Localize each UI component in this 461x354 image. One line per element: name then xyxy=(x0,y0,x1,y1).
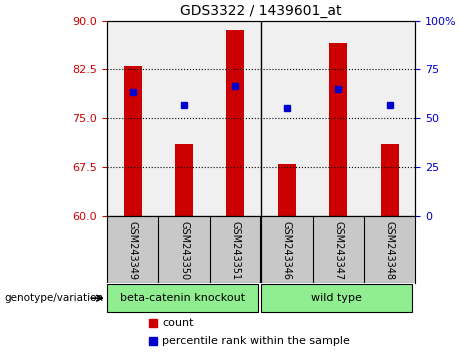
Text: beta-catenin knockout: beta-catenin knockout xyxy=(120,293,245,303)
Text: GSM243350: GSM243350 xyxy=(179,221,189,280)
Title: GDS3322 / 1439601_at: GDS3322 / 1439601_at xyxy=(180,4,342,18)
Text: percentile rank within the sample: percentile rank within the sample xyxy=(162,336,350,346)
Text: GSM243346: GSM243346 xyxy=(282,221,292,280)
Bar xyxy=(124,66,142,216)
Bar xyxy=(175,144,193,216)
Text: GSM243349: GSM243349 xyxy=(128,221,137,280)
Text: GSM243351: GSM243351 xyxy=(230,221,241,280)
Bar xyxy=(329,44,347,216)
Text: GSM243348: GSM243348 xyxy=(385,221,395,280)
FancyBboxPatch shape xyxy=(261,284,413,312)
Text: genotype/variation: genotype/variation xyxy=(5,293,104,303)
Text: wild type: wild type xyxy=(311,293,362,303)
Text: GSM243347: GSM243347 xyxy=(333,221,343,280)
FancyBboxPatch shape xyxy=(107,284,258,312)
Bar xyxy=(278,164,296,216)
Bar xyxy=(381,144,399,216)
Text: count: count xyxy=(162,318,194,328)
Bar xyxy=(226,30,244,216)
